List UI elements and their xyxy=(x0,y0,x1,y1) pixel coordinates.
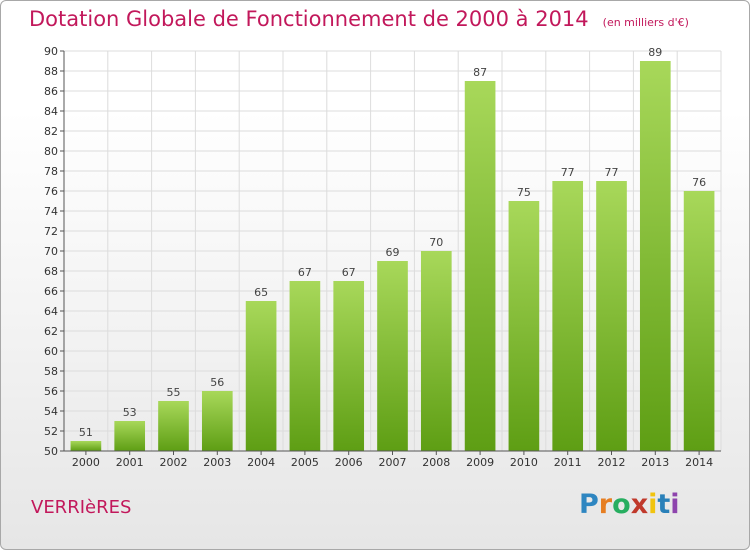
x-tick-label: 2001 xyxy=(116,456,144,469)
x-tick-label: 2009 xyxy=(466,456,494,469)
chart-title: Dotation Globale de Fonctionnement de 20… xyxy=(29,7,689,31)
bar xyxy=(377,261,408,451)
y-tick-label: 82 xyxy=(44,125,58,138)
y-tick-label: 60 xyxy=(44,345,58,358)
y-tick-label: 70 xyxy=(44,245,58,258)
y-tick-label: 62 xyxy=(44,325,58,338)
bar xyxy=(464,81,496,451)
y-tick-label: 54 xyxy=(44,405,58,418)
axes: 50 52 54 56 58 60 62 64 66 68 70 72 74 76 78 80 82 84 86 88… xyxy=(44,45,721,469)
y-tick-label: 52 xyxy=(44,425,58,438)
y-tick-label: 58 xyxy=(44,365,58,378)
y-tick-label: 74 xyxy=(44,205,58,218)
bar-value-label: 56 xyxy=(210,376,224,389)
bar-value-label: 87 xyxy=(473,66,487,79)
bar-value-label: 67 xyxy=(298,266,312,279)
bar-value-label: 69 xyxy=(386,246,400,259)
bar xyxy=(114,421,146,451)
x-tick-label: 2002 xyxy=(160,456,188,469)
bar-value-label: 77 xyxy=(561,166,575,179)
y-tick-label: 64 xyxy=(44,305,58,318)
x-tick-label: 2000 xyxy=(72,456,100,469)
logo-letter: i xyxy=(670,489,680,520)
x-tick-label: 2014 xyxy=(685,456,713,469)
bar xyxy=(158,401,189,451)
bar-value-label: 67 xyxy=(342,266,356,279)
x-tick-label: 2005 xyxy=(291,456,319,469)
y-tick-label: 78 xyxy=(44,165,58,178)
y-tick-label: 88 xyxy=(44,65,58,78)
bar xyxy=(70,441,102,451)
bar-value-label: 89 xyxy=(648,46,662,59)
x-tick-label: 2012 xyxy=(598,456,626,469)
bar xyxy=(596,181,627,451)
bar xyxy=(333,281,365,451)
bar-value-label: 55 xyxy=(167,386,181,399)
bar-value-label: 51 xyxy=(79,426,93,439)
x-tick-label: 2003 xyxy=(203,456,231,469)
y-tick-label: 90 xyxy=(44,45,58,58)
bar xyxy=(289,281,321,451)
y-tick-label: 80 xyxy=(44,145,58,158)
bar xyxy=(245,301,277,451)
bar xyxy=(552,181,584,451)
logo-letter: i xyxy=(648,489,658,520)
x-tick-label: 2011 xyxy=(554,456,582,469)
bar xyxy=(508,201,540,451)
x-tick-label: 2013 xyxy=(641,456,669,469)
x-tick-label: 2008 xyxy=(422,456,450,469)
bar-value-label: 76 xyxy=(692,176,706,189)
y-tick-label: 76 xyxy=(44,185,58,198)
logo-letter: r xyxy=(598,489,613,520)
y-tick-label: 66 xyxy=(44,285,58,298)
x-tick-label: 2006 xyxy=(335,456,363,469)
bar-value-label: 77 xyxy=(605,166,619,179)
y-tick-label: 50 xyxy=(44,445,58,458)
logo-letter: x xyxy=(630,489,649,520)
y-tick-label: 56 xyxy=(44,385,58,398)
chart-subtitle: (en milliers d'€) xyxy=(602,16,689,29)
bar xyxy=(683,191,715,451)
logo-letter: t xyxy=(657,489,671,520)
proxiti-logo: Proxiti xyxy=(579,489,680,520)
bar-value-label: 75 xyxy=(517,186,531,199)
bar xyxy=(420,251,452,451)
x-tick-label: 2010 xyxy=(510,456,538,469)
logo-letter: o xyxy=(612,489,631,520)
y-tick-label: 68 xyxy=(44,265,58,278)
bar xyxy=(201,391,233,451)
y-tick-label: 72 xyxy=(44,225,58,238)
y-tick-label: 86 xyxy=(44,85,58,98)
y-tick-label: 84 xyxy=(44,105,58,118)
bar xyxy=(639,61,671,451)
logo-letter: P xyxy=(579,489,599,520)
bar-value-label: 70 xyxy=(429,236,443,249)
bar-value-label: 53 xyxy=(123,406,137,419)
chart-title-text: Dotation Globale de Fonctionnement de 20… xyxy=(29,7,589,31)
bars: 51 53 55 56 65 67 67 69 70 87 75 77 77 89 76 xyxy=(70,46,715,451)
bar-value-label: 65 xyxy=(254,286,268,299)
x-tick-label: 2007 xyxy=(379,456,407,469)
city-name: VERRIèRES xyxy=(31,497,132,518)
x-tick-label: 2004 xyxy=(247,456,275,469)
